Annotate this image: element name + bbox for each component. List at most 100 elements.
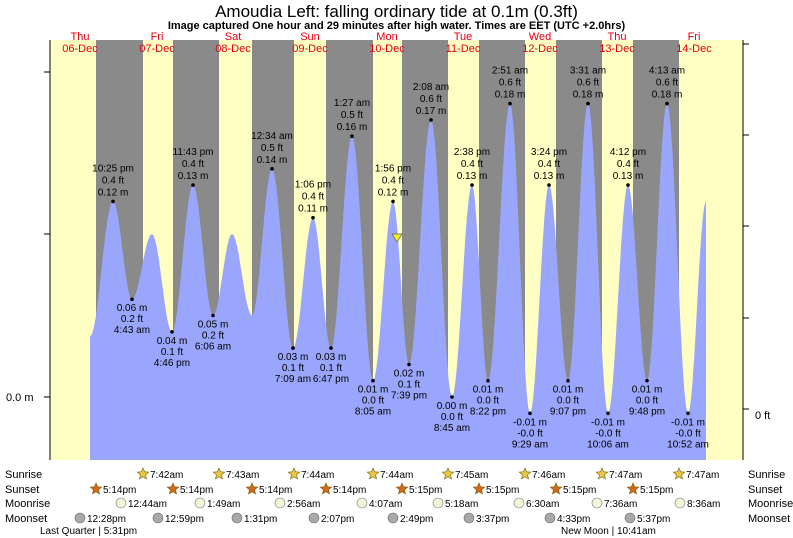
sunset-icon — [245, 482, 259, 495]
low-tide-point — [645, 378, 649, 383]
moon-phase-note: New Moon | 10:41am — [561, 526, 656, 537]
sunrise-icon — [287, 467, 301, 480]
low-tide-time: 4:46 pm — [154, 358, 190, 369]
moonset-icon — [74, 512, 86, 524]
left-row-label: Sunset — [5, 484, 39, 496]
low-tide-time: 6:47 pm — [313, 374, 349, 385]
low-tide-m: 0.00 m — [437, 401, 468, 412]
moonrise-time: 7:36am — [604, 499, 637, 510]
low-tide-time: 4:43 am — [114, 325, 150, 336]
low-tide-point — [291, 346, 295, 350]
high-tide-point — [470, 183, 474, 187]
high-tide-m: 0.12 m — [378, 187, 409, 198]
low-tide-m: 0.02 m — [394, 368, 425, 379]
moonrise-time: 1:49am — [207, 499, 240, 510]
high-tide-time: 1:06 pm — [295, 180, 331, 191]
low-tide-ft: 0.1 ft — [398, 379, 420, 390]
high-tide-time: 10:25 pm — [92, 163, 134, 174]
date-label: 07-Dec — [139, 43, 175, 55]
moonset-icon — [231, 512, 243, 524]
low-tide-m: -0.01 m — [513, 417, 547, 428]
right-row-label: Sunset — [748, 484, 782, 496]
left-row-label: Moonrise — [5, 498, 50, 510]
low-tide-ft: 0.1 ft — [161, 347, 183, 358]
low-tide-m: -0.01 m — [671, 417, 705, 428]
low-tide-point — [606, 411, 610, 416]
sunset-time: 5:14pm — [333, 485, 366, 496]
high-tide-point — [429, 118, 433, 122]
high-tide-ft: 0.4 ft — [302, 192, 324, 203]
high-tide-point — [191, 183, 195, 187]
low-tide-m: 0.05 m — [198, 320, 229, 331]
tide-curve — [90, 103, 706, 460]
low-tide-m: 0.01 m — [632, 385, 663, 396]
day-of-week-label: Sat — [225, 31, 242, 43]
right-row-label: Sunrise — [748, 469, 785, 481]
right-row-label: Moonrise — [748, 498, 793, 510]
high-tide-m: 0.11 m — [298, 204, 328, 215]
high-tide-m: 0.13 m — [178, 171, 209, 182]
low-tide-m: 0.03 m — [316, 352, 347, 363]
low-tide-ft: 0.2 ft — [121, 314, 143, 325]
low-tide-time: 9:48 pm — [629, 407, 665, 418]
moonrise-time: 2:56am — [287, 499, 320, 510]
moonrise-icon — [513, 497, 525, 509]
sunrise-time: 7:47am — [686, 470, 719, 481]
high-tide-time: 12:34 am — [251, 131, 293, 142]
low-tide-ft: -0.0 ft — [675, 428, 701, 439]
sunset-time: 5:14pm — [103, 485, 136, 496]
high-tide-m: 0.18 m — [495, 90, 526, 101]
sunset-time: 5:15pm — [563, 485, 596, 496]
high-tide-time: 4:12 pm — [610, 147, 646, 158]
high-tide-ft: 0.5 ft — [341, 110, 363, 121]
low-tide-time: 9:07 pm — [550, 407, 586, 418]
high-tide-ft: 0.6 ft — [499, 78, 521, 89]
low-tide-m: 0.01 m — [473, 385, 504, 396]
moonrise-time: 6:30am — [526, 499, 559, 510]
low-tide-m: 0.01 m — [358, 385, 389, 396]
sunset-time: 5:15pm — [409, 485, 442, 496]
low-tide-point — [528, 411, 532, 416]
moonset-icon — [152, 512, 164, 524]
low-tide-point — [407, 362, 411, 367]
current-tide-marker-icon — [391, 233, 403, 243]
moonset-time: 4:33pm — [557, 514, 590, 525]
moonrise-icon — [674, 497, 686, 509]
moonset-time: 12:59pm — [165, 514, 204, 525]
moonrise-icon — [274, 497, 286, 509]
date-label: 13-Dec — [599, 43, 635, 55]
moonrise-time: 4:07am — [369, 499, 402, 510]
sunrise-time: 7:47am — [609, 470, 642, 481]
low-tide-point — [486, 378, 490, 383]
sunset-icon — [166, 482, 180, 495]
moonset-time: 1:31pm — [244, 514, 277, 525]
day-of-week-label: Fri — [151, 31, 164, 43]
left-row-label: Sunrise — [5, 469, 42, 481]
low-tide-m: -0.01 m — [591, 417, 625, 428]
moonset-icon — [308, 512, 320, 524]
low-tide-time: 8:05 am — [355, 407, 391, 418]
high-tide-m: 0.18 m — [573, 90, 604, 101]
low-tide-m: 0.01 m — [553, 385, 584, 396]
sunrise-icon — [136, 467, 150, 480]
sunrise-icon — [518, 467, 532, 480]
high-tide-point — [626, 183, 630, 187]
moonset-icon — [544, 512, 556, 524]
high-tide-time: 3:31 am — [570, 66, 606, 77]
day-of-week-label: Thu — [608, 31, 627, 43]
high-tide-point — [547, 183, 551, 187]
high-tide-time: 2:38 pm — [454, 147, 490, 158]
low-tide-point — [211, 313, 215, 318]
sunrise-icon — [672, 467, 686, 480]
low-tide-m: 0.06 m — [117, 303, 148, 314]
sunrise-time: 7:44am — [301, 470, 334, 481]
day-of-week-label: Fri — [688, 31, 701, 43]
day-band — [50, 40, 96, 460]
tide-area — [90, 103, 706, 460]
high-tide-time: 11:43 pm — [173, 147, 214, 158]
sunrise-icon — [595, 467, 609, 480]
moonset-time: 2:49pm — [400, 514, 433, 525]
high-tide-ft: 0.5 ft — [261, 143, 283, 154]
sunrise-icon — [441, 467, 455, 480]
